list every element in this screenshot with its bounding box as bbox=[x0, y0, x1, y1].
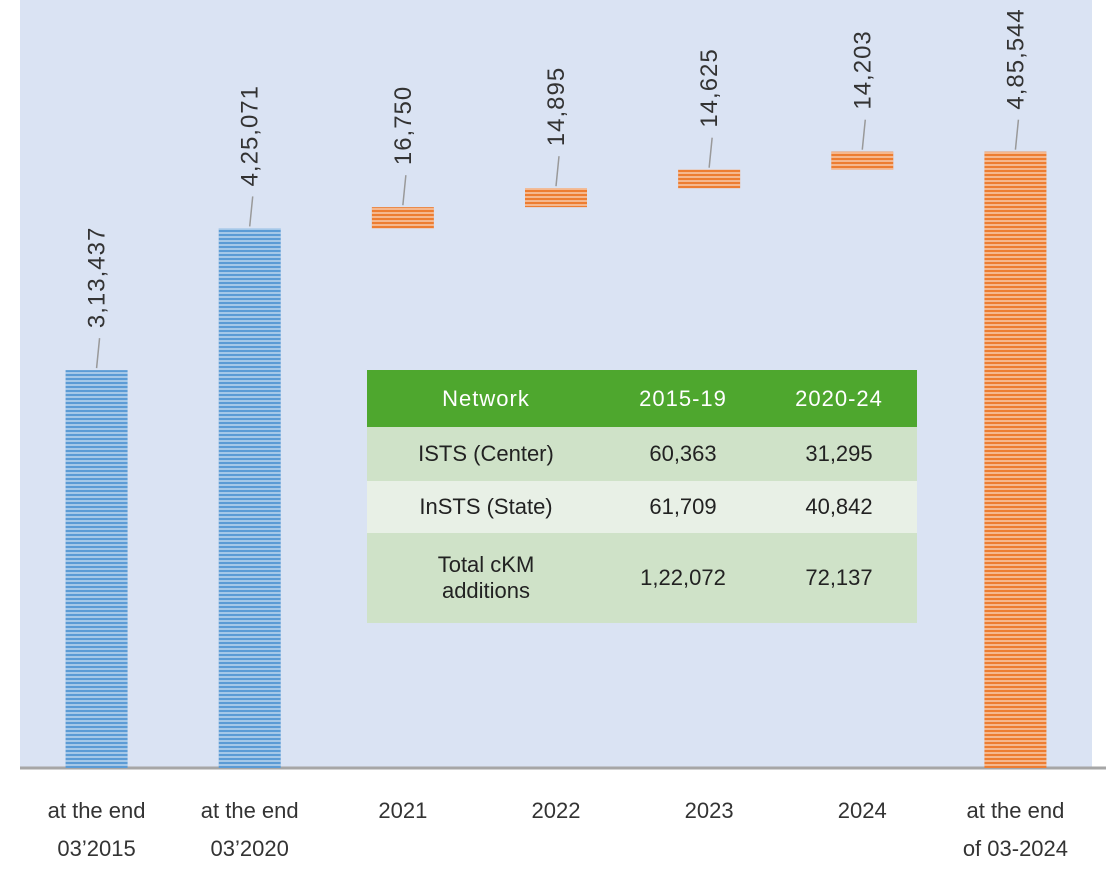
bar-hatch bbox=[831, 151, 894, 170]
x-tick-label: 2023 bbox=[684, 798, 734, 823]
data-label: 16,750 bbox=[390, 86, 417, 165]
cell: 40,842 bbox=[761, 481, 917, 533]
bar-hatch bbox=[984, 151, 1047, 768]
x-tick-label: 2022 bbox=[531, 798, 581, 823]
leader-line bbox=[708, 137, 713, 168]
cell: 60,363 bbox=[605, 427, 761, 481]
leader-line bbox=[1014, 119, 1020, 150]
x-tick-label: 2024 bbox=[837, 798, 887, 823]
header-cell: 2020-24 bbox=[761, 370, 917, 427]
x-tick-label: at the end 03’2015 bbox=[47, 798, 146, 861]
data-label: 14,203 bbox=[849, 30, 876, 109]
data-label: 4,85,544 bbox=[1002, 8, 1029, 109]
bar-hatch bbox=[65, 370, 128, 768]
cell: 72,137 bbox=[761, 533, 917, 623]
leader-line bbox=[95, 338, 101, 369]
header-cell: Network bbox=[367, 370, 605, 427]
data-label: 3,13,437 bbox=[84, 227, 111, 328]
cell: Total cKM additions bbox=[437, 552, 535, 603]
data-label: 4,25,071 bbox=[237, 85, 264, 186]
bar-hatch bbox=[525, 188, 587, 208]
leader-line bbox=[402, 175, 407, 206]
leader-line bbox=[861, 119, 867, 150]
bar-hatch bbox=[218, 228, 281, 768]
bar-hatch bbox=[371, 207, 434, 229]
cell: 31,295 bbox=[761, 427, 917, 481]
cell: ISTS (Center) bbox=[418, 441, 554, 466]
data-label: 14,625 bbox=[696, 48, 723, 127]
x-tick-label: at the end of 03-2024 bbox=[962, 798, 1069, 861]
header-cell: 2015-19 bbox=[605, 370, 761, 427]
table-row: Total cKM additions 1,22,072 72,137 bbox=[367, 533, 917, 623]
bar-hatch bbox=[678, 169, 741, 189]
cell: 1,22,072 bbox=[605, 533, 761, 623]
x-tick-label: at the end 03’2020 bbox=[200, 798, 299, 861]
table-row: ISTS (Center) 60,363 31,295 bbox=[367, 427, 917, 481]
leader-line bbox=[248, 196, 254, 227]
table-row: InSTS (State) 61,709 40,842 bbox=[367, 481, 917, 533]
x-tick-label: 2021 bbox=[378, 798, 428, 823]
summary-table: Network 2015-19 2020-24 ISTS (Center) 60… bbox=[367, 370, 917, 623]
data-label: 14,895 bbox=[543, 67, 570, 146]
table-header: Network 2015-19 2020-24 bbox=[367, 370, 917, 427]
cell: InSTS (State) bbox=[419, 494, 553, 519]
cell: 61,709 bbox=[605, 481, 761, 533]
leader-line bbox=[555, 156, 560, 187]
